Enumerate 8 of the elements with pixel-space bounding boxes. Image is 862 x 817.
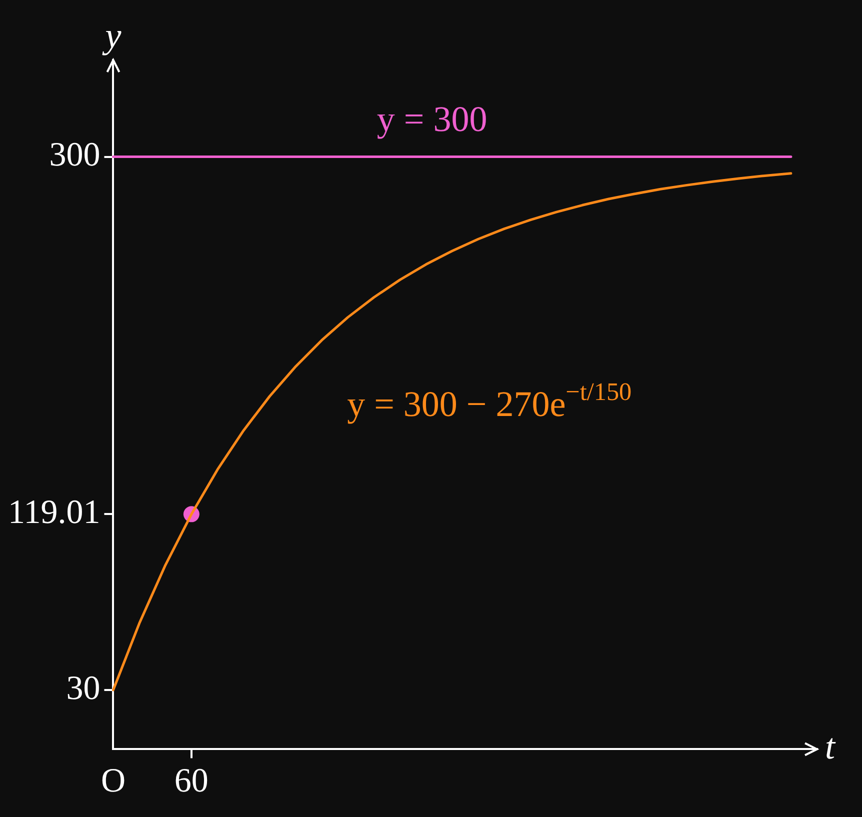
x-axis-title: t (825, 726, 836, 767)
x-tick-label: O (100, 762, 126, 800)
x-tick-label: 60 (174, 762, 208, 800)
y-tick-label: 119.01 (8, 494, 100, 532)
y-axis-title: y (102, 15, 122, 56)
series-label: y = 300 (376, 98, 488, 139)
y-tick-label: 300 (49, 136, 100, 174)
y-tick-label: 30 (66, 670, 100, 707)
